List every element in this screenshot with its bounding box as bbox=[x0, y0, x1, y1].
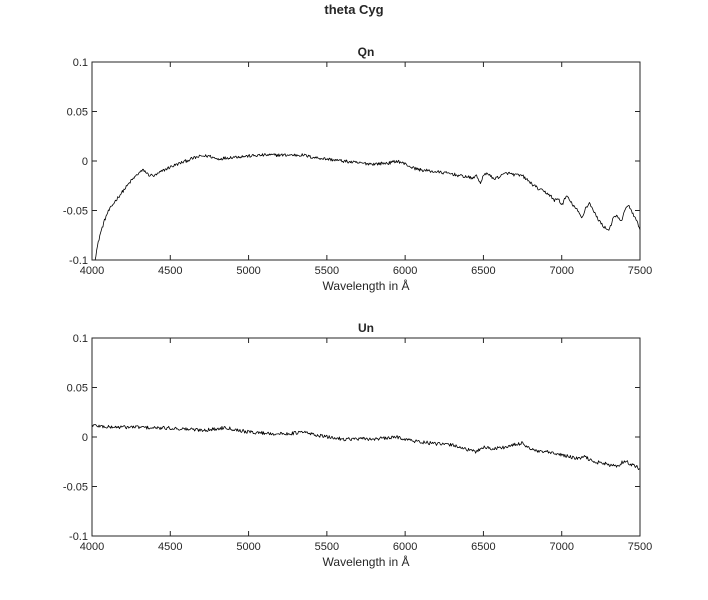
x-tick-label: 7500 bbox=[628, 265, 652, 277]
x-tick-label: 7000 bbox=[549, 541, 573, 553]
qn-plot-panel: Qn 4000 4500 5000 5500 6000 6500 7000 7500 -0.1… bbox=[63, 45, 652, 293]
x-tick-label: 5000 bbox=[236, 265, 260, 277]
y-tick-label: 0.1 bbox=[73, 57, 88, 69]
x-tick-label: 5500 bbox=[315, 265, 339, 277]
un-y-ticks: -0.1 -0.05 0 0.05 0.1 bbox=[63, 333, 640, 543]
x-tick-label: 4000 bbox=[80, 541, 104, 553]
y-tick-label: 0.1 bbox=[73, 333, 88, 345]
y-tick-label: 0 bbox=[82, 432, 88, 444]
un-x-axis-label: Wavelength in Å bbox=[323, 554, 410, 569]
qn-x-ticks: 4000 4500 5000 5500 6000 6500 7000 7500 bbox=[80, 62, 652, 277]
y-tick-label: -0.1 bbox=[69, 531, 88, 543]
qn-y-ticks: -0.1 -0.05 0 0.05 0.1 bbox=[63, 57, 640, 267]
un-plot-frame bbox=[91, 337, 641, 537]
x-tick-label: 7500 bbox=[628, 541, 652, 553]
x-tick-label: 4500 bbox=[158, 541, 182, 553]
y-tick-label: -0.1 bbox=[69, 255, 88, 267]
y-tick-label: 0 bbox=[82, 156, 88, 168]
x-tick-label: 6000 bbox=[393, 541, 417, 553]
x-tick-label: 7000 bbox=[549, 265, 573, 277]
x-tick-label: 5500 bbox=[315, 541, 339, 553]
un-spectrum-line bbox=[91, 424, 641, 470]
x-tick-label: 5000 bbox=[236, 541, 260, 553]
x-tick-label: 6000 bbox=[393, 265, 417, 277]
x-tick-label: 6500 bbox=[471, 541, 495, 553]
un-x-ticks: 4000 4500 5000 5500 6000 6500 7000 7500 bbox=[80, 338, 652, 553]
y-tick-label: 0.05 bbox=[67, 383, 88, 395]
un-plot-panel: Un 4000 4500 5000 5500 6000 6500 7000 7500 -0.1… bbox=[63, 321, 652, 569]
qn-plot-title: Qn bbox=[358, 45, 375, 59]
y-tick-label: -0.05 bbox=[63, 482, 88, 494]
x-tick-label: 4000 bbox=[80, 265, 104, 277]
y-tick-label: 0.05 bbox=[67, 107, 88, 119]
figure-title: theta Cyg bbox=[324, 2, 383, 17]
qn-plot-frame bbox=[91, 61, 641, 261]
qn-x-axis-label: Wavelength in Å bbox=[323, 278, 410, 293]
x-tick-label: 6500 bbox=[471, 265, 495, 277]
y-tick-label: -0.05 bbox=[63, 206, 88, 218]
un-plot-title: Un bbox=[358, 321, 374, 335]
qn-spectrum-line bbox=[94, 153, 641, 261]
x-tick-label: 4500 bbox=[158, 265, 182, 277]
